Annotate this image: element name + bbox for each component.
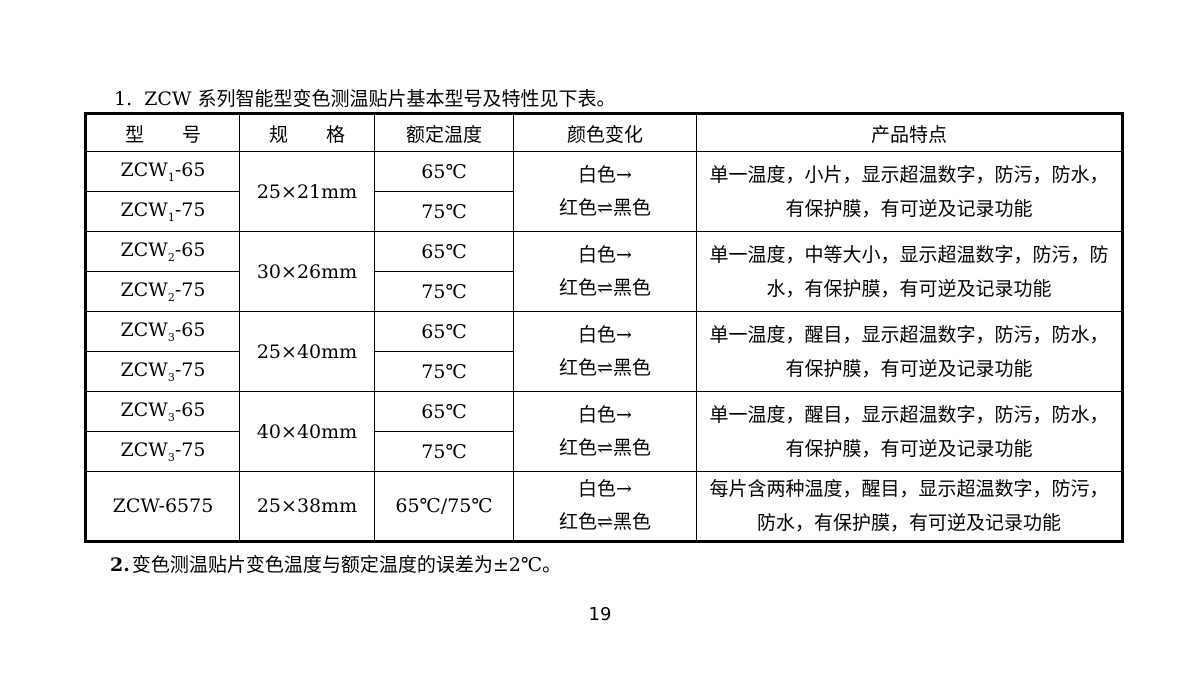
model-subscript: 1 [167,210,175,224]
model-text: ZCW [120,199,168,222]
table-row: ZCW-6575 25×38mm 65℃/75℃ 白色→ 红色⇌黑色 每片含两种… [85,471,1123,542]
color-change-line1: 白色→ [578,163,632,186]
col-header-color-change: 颜色变化 [513,113,697,152]
model-text: -65 [174,399,206,422]
temp-cell: 65℃ [374,391,514,432]
color-change-cell: 白色→ 红色⇌黑色 [513,471,697,542]
page-number: 19 [588,604,612,625]
model-subscript: 2 [167,250,175,264]
features-cell: 单一温度，小片，显示超温数字，防污，防水，有保护膜，有可逆及记录功能 [696,151,1123,232]
features-cell: 单一温度，中等大小，显示超温数字，防污，防水，有保护膜，有可逆及记录功能 [696,231,1123,312]
temp-cell: 75℃ [374,431,514,472]
model-cell: ZCW2-65 [85,231,240,272]
table-row: ZCW3-65 40×40mm 65℃ 白色→ 红色⇌黑色 单一温度，醒目，显示… [85,391,1123,472]
color-change-line1: 白色→ [578,323,632,346]
temp-cell: 65℃ [374,231,514,272]
model-subscript: 3 [167,450,175,464]
color-change-line2: 红色⇌黑色 [559,276,651,299]
model-text: ZCW [120,359,168,382]
model-text: -65 [174,319,206,342]
table-row: ZCW3-65 25×40mm 65℃ 白色→ 红色⇌黑色 单一温度，醒目，显示… [85,311,1123,392]
temp-cell: 75℃ [374,271,514,312]
model-cell: ZCW-6575 [85,471,240,542]
model-text: -75 [174,199,206,222]
model-text: -75 [174,439,206,462]
temp-cell: 65℃ [374,311,514,352]
section-note: 2. 变色测温贴片变色温度与额定温度的误差为±2℃。 [110,550,561,577]
table-row: ZCW2-65 30×26mm 65℃ 白色→ 红色⇌黑色 单一温度，中等大小，… [85,231,1123,312]
model-text: -75 [174,279,206,302]
model-cell: ZCW1-75 [85,191,240,232]
temp-cell: 65℃ [374,151,514,192]
color-change-line1: 白色→ [578,403,632,426]
model-cell: ZCW3-75 [85,431,240,472]
model-cell: ZCW3-75 [85,351,240,392]
color-change-cell: 白色→ 红色⇌黑色 [513,151,697,232]
features-cell: 单一温度，醒目，显示超温数字，防污，防水，有保护膜，有可逆及记录功能 [696,311,1123,392]
section-title: 1. ZCW 系列智能型变色测温贴片基本型号及特性见下表。 [114,84,615,111]
spec-cell: 25×38mm [239,471,375,542]
spec-cell: 25×21mm [239,151,375,232]
color-change-line2: 红色⇌黑色 [559,196,651,219]
model-subscript: 1 [167,170,175,184]
features-cell: 单一温度，醒目，显示超温数字，防污，防水，有保护膜，有可逆及记录功能 [696,391,1123,472]
model-subscript: 3 [167,410,175,424]
spec-cell: 30×26mm [239,231,375,312]
temp-cell: 65℃/75℃ [374,471,514,542]
spec-cell: 25×40mm [239,311,375,392]
model-text: -65 [174,159,206,182]
color-change-line2: 红色⇌黑色 [559,356,651,379]
color-change-line1: 白色→ [578,243,632,266]
model-cell: ZCW2-75 [85,271,240,312]
features-cell: 每片含两种温度，醒目，显示超温数字，防污，防水，有保护膜，有可逆及记录功能 [696,471,1123,542]
temp-cell: 75℃ [374,191,514,232]
spec-cell: 40×40mm [239,391,375,472]
col-header-rated-temp: 额定温度 [374,113,514,152]
color-change-cell: 白色→ 红色⇌黑色 [513,311,697,392]
section-title-text: ZCW 系列智能型变色测温贴片基本型号及特性见下表。 [144,88,616,110]
model-text: -75 [174,359,206,382]
table-header-row: 型 号 规 格 额定温度 颜色变化 产品特点 [85,113,1123,152]
color-change-line2: 红色⇌黑色 [559,436,651,459]
table-row: ZCW3-75 75℃ [85,431,1123,472]
model-cell: ZCW3-65 [85,391,240,432]
col-header-spec: 规 格 [239,113,375,152]
col-header-model: 型 号 [85,113,240,152]
model-cell: ZCW3-65 [85,311,240,352]
table-row: ZCW1-75 75℃ [85,191,1123,232]
section-title-number: 1. [114,88,133,110]
color-change-line2: 红色⇌黑色 [559,511,651,533]
model-subscript: 3 [167,370,175,384]
model-text: ZCW [120,159,168,182]
model-subscript: 2 [167,290,175,304]
color-change-cell: 白色→ 红色⇌黑色 [513,391,697,472]
model-text: -65 [174,239,206,262]
color-change-line1: 白色→ [578,478,632,500]
section-note-number: 2. [110,554,130,576]
model-text: ZCW [120,319,168,342]
model-text: ZCW [120,239,168,262]
temp-cell: 75℃ [374,351,514,392]
model-cell: ZCW1-65 [85,151,240,192]
model-text: ZCW [120,279,168,302]
model-text: ZCW [120,439,168,462]
model-text: ZCW [120,399,168,422]
color-change-cell: 白色→ 红色⇌黑色 [513,231,697,312]
col-header-features: 产品特点 [696,113,1123,152]
section-note-text: 变色测温贴片变色温度与额定温度的误差为±2℃。 [131,554,562,576]
table-row: ZCW1-65 25×21mm 65℃ 白色→ 红色⇌黑色 单一温度，小片，显示… [85,151,1123,232]
product-spec-table: 型 号 规 格 额定温度 颜色变化 产品特点 ZCW1-65 25×21mm 6… [84,112,1124,543]
model-subscript: 3 [167,330,175,344]
